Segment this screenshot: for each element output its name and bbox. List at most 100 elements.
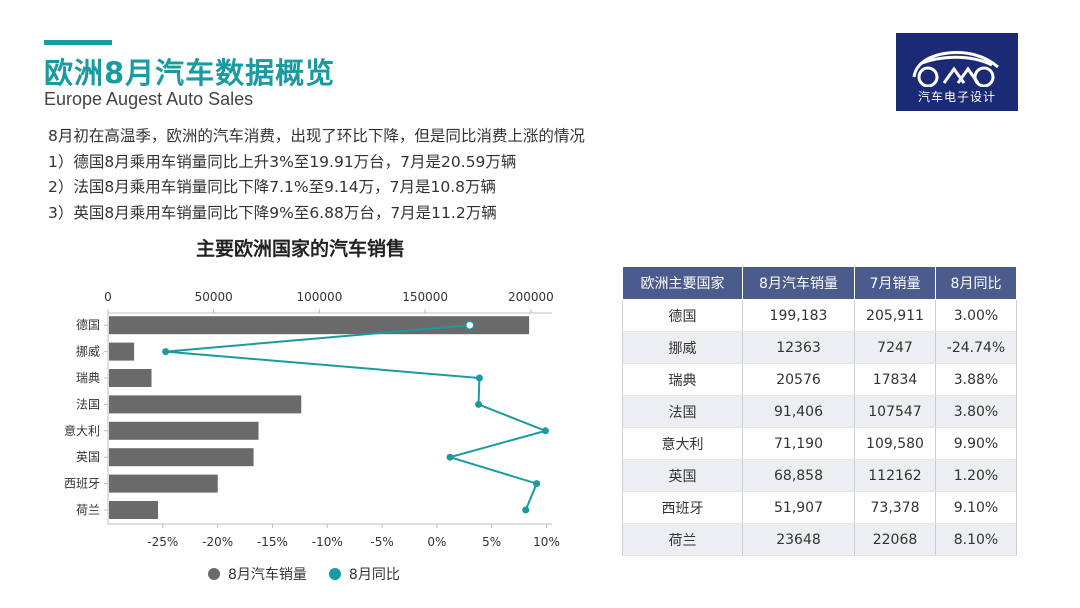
- table-cell: 德国: [622, 299, 743, 332]
- yoy-point: [475, 374, 483, 382]
- table-cell: 法国: [622, 395, 743, 428]
- table-cell: 17834: [854, 363, 936, 396]
- top-axis-tick-label: 0: [104, 290, 112, 304]
- page-title: 欧洲8月汽车数据概览: [44, 56, 336, 90]
- bottom-axis-tick-label: 5%: [482, 535, 501, 549]
- table-cell: 挪威: [622, 331, 743, 364]
- category-label: 荷兰: [76, 503, 100, 517]
- title-accent-bar: [44, 40, 112, 45]
- table-cell: 12363: [742, 331, 855, 364]
- summary-text: 8月初在高温季，欧洲的汽车消费，出现了环比下降，但是同比消费上涨的情况 1）德国…: [48, 124, 585, 226]
- table-cell: 109,580: [854, 427, 936, 460]
- yoy-point: [465, 320, 475, 330]
- yoy-point: [541, 427, 549, 435]
- yoy-point: [533, 480, 541, 488]
- yoy-point: [475, 400, 483, 408]
- yoy-point: [522, 506, 530, 514]
- sales-bar: [109, 395, 302, 414]
- category-label: 英国: [76, 450, 100, 464]
- table-header-row: 欧洲主要国家 8月汽车销量 7月销量 8月同比: [622, 266, 1017, 300]
- bottom-axis-tick-label: -20%: [202, 535, 233, 549]
- column-header: 7月销量: [854, 266, 936, 300]
- table-cell: 71,190: [742, 427, 855, 460]
- column-header: 8月同比: [935, 266, 1017, 300]
- table-row: 荷兰 23648 22068 8.10%: [622, 523, 1017, 556]
- table-cell: 23648: [742, 523, 855, 556]
- table-cell: 20576: [742, 363, 855, 396]
- summary-line: 3）英国8月乘用车销量同比下降9%至6.88万台，7月是11.2万辆: [48, 203, 497, 222]
- bottom-axis-tick-label: -10%: [312, 535, 343, 549]
- yoy-point: [446, 453, 454, 461]
- table-cell: -24.74%: [935, 331, 1017, 364]
- table-cell: 91,406: [742, 395, 855, 428]
- bottom-axis-tick-label: -25%: [147, 535, 178, 549]
- legend-marker-icon: [208, 568, 220, 580]
- table-cell: 9.10%: [935, 491, 1017, 524]
- table-row: 德国 199,183 205,911 3.00%: [622, 299, 1017, 332]
- table-row: 法国 91,406 107547 3.80%: [622, 395, 1017, 428]
- sales-table: 欧洲主要国家 8月汽车销量 7月销量 8月同比 德国 199,183 205,911…: [622, 266, 1017, 556]
- table-cell: 68,858: [742, 459, 855, 492]
- table-cell: 51,907: [742, 491, 855, 524]
- table-cell: 3.88%: [935, 363, 1017, 396]
- sales-bar: [109, 501, 158, 519]
- table-cell: 荷兰: [622, 523, 743, 556]
- table-cell: 1.20%: [935, 459, 1017, 492]
- sales-bar: [109, 448, 254, 467]
- top-axis-tick-label: 200000: [508, 290, 554, 304]
- chart-title: 主要欧洲国家的汽车销售: [196, 238, 406, 260]
- table-row: 挪威 12363 7247 -24.74%: [622, 331, 1017, 364]
- table-cell: 22068: [854, 523, 936, 556]
- sales-bar: [109, 342, 135, 361]
- table-cell: 107547: [854, 395, 936, 428]
- table-cell: 意大利: [622, 427, 743, 460]
- bottom-axis-tick-label: 0%: [427, 535, 446, 549]
- table-cell: 9.90%: [935, 427, 1017, 460]
- sales-chart: 0 50000 100000 150000 200000 -25% -20% -15% -10%…: [64, 290, 560, 549]
- table-row: 西班牙 51,907 73,378 9.10%: [622, 491, 1017, 524]
- category-label: 法国: [76, 397, 100, 411]
- table-cell: 3.00%: [935, 299, 1017, 332]
- sales-bar: [109, 421, 259, 440]
- yoy-point: [162, 348, 170, 356]
- legend-label: 8月同比: [348, 567, 400, 583]
- summary-line: 2）法国8月乘用车销量同比下降7.1%至9.14万，7月是10.8万辆: [48, 178, 496, 196]
- category-label: 瑞典: [76, 371, 100, 385]
- legend-label: 8月汽车销量: [228, 567, 307, 583]
- table-row: 英国 68,858 112162 1.20%: [622, 459, 1017, 492]
- legend-item-sales: 8月汽车销量: [208, 564, 307, 584]
- table-cell: 205,911: [854, 299, 936, 332]
- table-cell: 199,183: [742, 299, 855, 332]
- category-label: 西班牙: [64, 477, 100, 491]
- legend-marker-icon: [328, 568, 341, 580]
- table-cell: 112162: [854, 459, 936, 492]
- brand-logo: 汽车电子设计: [896, 33, 1018, 111]
- table-cell: 英国: [622, 459, 743, 492]
- table-cell: 73,378: [854, 491, 936, 524]
- table-cell: 7247: [854, 331, 936, 364]
- yoy-line: [165, 324, 549, 511]
- car-logo-icon: [912, 51, 999, 87]
- table-row: 瑞典 20576 17834 3.88%: [622, 363, 1017, 396]
- bottom-axis-tick-label: -5%: [370, 535, 393, 549]
- logo-text: 汽车电子设计: [917, 90, 996, 104]
- top-axis-tick-label: 50000: [195, 290, 233, 304]
- table-row: 意大利 71,190 109,580 9.90%: [622, 427, 1017, 460]
- page-subtitle: Europe Augest Auto Sales: [44, 89, 254, 109]
- table-cell: 瑞典: [622, 363, 743, 396]
- bottom-axis-tick-label: -15%: [257, 535, 288, 549]
- category-label: 德国: [76, 317, 100, 332]
- sales-bar: [109, 369, 152, 387]
- legend-item-yoy: 8月同比: [328, 564, 400, 584]
- column-header: 8月汽车销量: [742, 266, 855, 300]
- top-axis-tick-label: 100000: [297, 290, 343, 304]
- bottom-axis-tick-label: 10%: [533, 535, 560, 549]
- table-cell: 西班牙: [622, 491, 743, 524]
- table-cell: 3.80%: [935, 395, 1017, 428]
- summary-line: 1）德国8月乘用车销量同比上升3%至19.91万台，7月是20.59万辆: [48, 152, 517, 171]
- sales-bar: [109, 474, 218, 493]
- summary-line: 8月初在高温季，欧洲的汽车消费，出现了环比下降，但是同比消费上涨的情况: [48, 127, 585, 145]
- category-label: 挪威: [76, 345, 100, 359]
- table-cell: 8.10%: [935, 523, 1017, 556]
- category-label: 意大利: [64, 423, 100, 438]
